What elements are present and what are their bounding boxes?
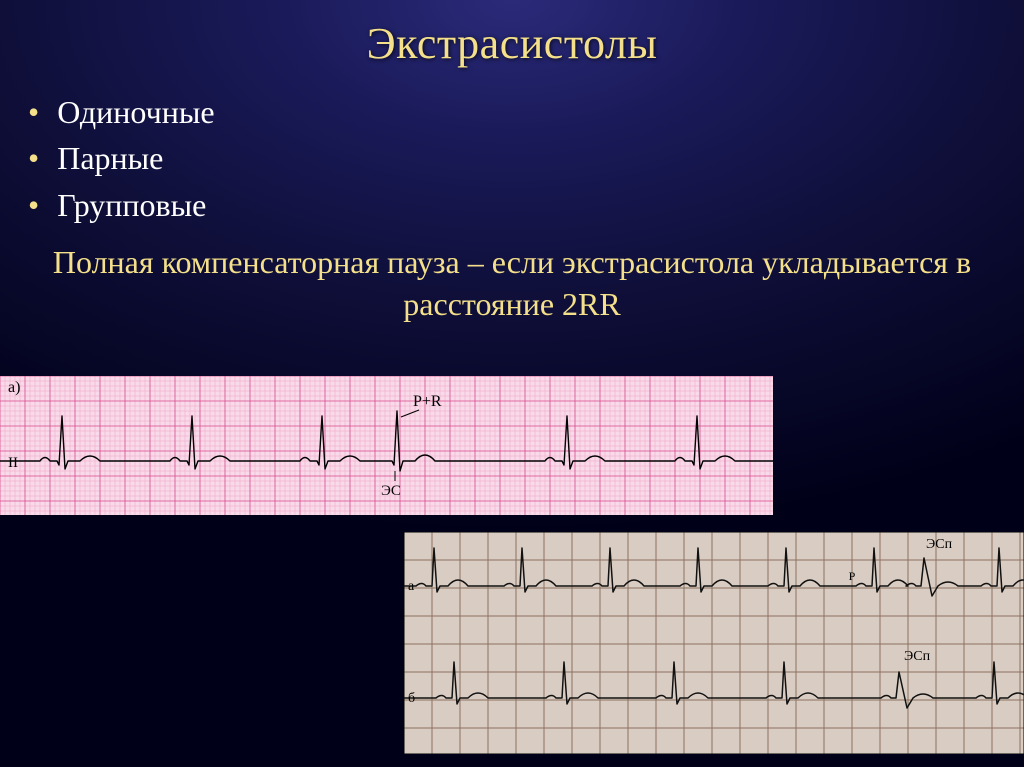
svg-text:ЭСп: ЭСп [904,649,931,664]
svg-text:а: а [408,579,415,594]
ecg-strip-a: а) II P+R ЭС [0,376,773,515]
ecg-svg-b: ЭСп Pа ЭСп б [404,532,1024,754]
slide: Экстрасистолы Одиночные Парные Групповые… [0,0,1024,767]
bullet-item: Групповые [28,182,1024,228]
svg-text:а): а) [8,379,20,396]
bullet-item: Парные [28,135,1024,181]
svg-text:II: II [8,455,18,471]
svg-text:P: P [849,569,856,583]
slide-title: Экстрасистолы [0,0,1024,69]
subtitle-text: Полная компенсаторная пауза – если экстр… [50,242,974,325]
svg-text:ЭС: ЭС [381,483,401,499]
svg-text:ЭСп: ЭСп [926,537,953,552]
bullet-item: Одиночные [28,89,1024,135]
bullet-list: Одиночные Парные Групповые [28,89,1024,228]
ecg-svg-a: а) II P+R ЭС [0,376,773,515]
ecg-strip-b: ЭСп Pа ЭСп б [404,532,1024,754]
svg-text:P+R: P+R [413,393,442,410]
svg-text:б: б [408,691,415,706]
